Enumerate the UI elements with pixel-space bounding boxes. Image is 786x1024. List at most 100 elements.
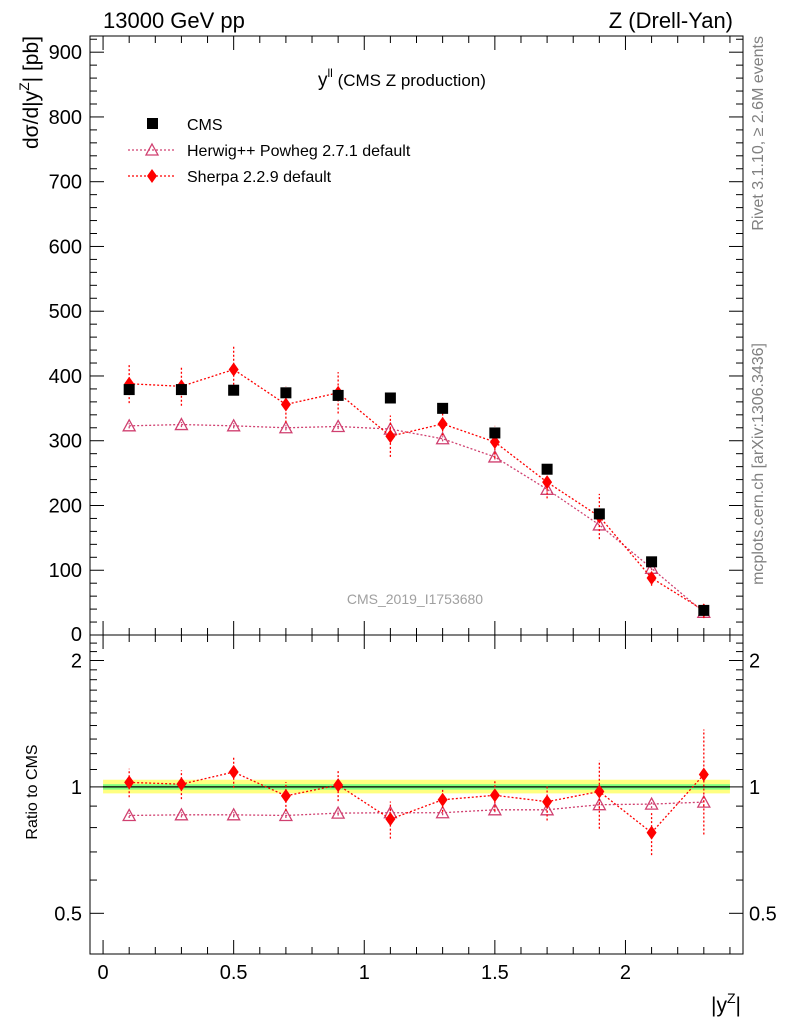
herwig-point bbox=[174, 417, 189, 431]
ratio-herwig-point bbox=[174, 807, 189, 821]
header-right: Z (Drell-Yan) bbox=[609, 8, 733, 33]
ratio-herwig-point bbox=[644, 796, 659, 810]
ratio-panel-frame bbox=[89, 634, 744, 955]
ratio-sherpa-point bbox=[542, 794, 553, 809]
sherpa-point bbox=[385, 429, 396, 444]
main-y-tick-label: 600 bbox=[49, 236, 82, 258]
ratio-sherpa-point bbox=[698, 767, 709, 782]
ratio-herwig-point bbox=[435, 805, 450, 819]
main-y-tick-label: 400 bbox=[49, 366, 82, 388]
ratio-herwig-point bbox=[226, 807, 241, 821]
ratio-y-tick-label: 1 bbox=[71, 777, 82, 799]
main-y-tick-label: 800 bbox=[49, 107, 82, 129]
title-superscript: ll bbox=[328, 66, 333, 80]
ratio-y-axis-label: Ratio to CMS bbox=[24, 744, 41, 839]
xlabel-superscript: Z bbox=[727, 990, 736, 1006]
ratio-herwig-point bbox=[696, 794, 711, 808]
ratio-sherpa-point bbox=[385, 812, 396, 827]
ratio-sherpa-point bbox=[489, 788, 500, 803]
ratio-herwig-point bbox=[592, 797, 607, 811]
ratio-sherpa-point bbox=[437, 792, 448, 807]
ratio-sherpa-point bbox=[228, 765, 239, 780]
ratio-sherpa-point bbox=[124, 775, 135, 790]
legend-herwig-label: Herwig++ Powheg 2.7.1 default bbox=[187, 143, 411, 160]
legend-sherpa-label: Sherpa 2.2.9 default bbox=[187, 169, 332, 186]
header-left: 13000 GeV pp bbox=[103, 8, 245, 33]
ratio-sherpa-line bbox=[129, 771, 705, 834]
main-axes: 100 200 300 400 500 600 700 800 900 0 bbox=[49, 36, 743, 646]
ratio-sherpa-point bbox=[280, 788, 291, 803]
xlabel-prefix: |y bbox=[711, 994, 727, 1017]
cms-point bbox=[175, 384, 187, 396]
herwig-point bbox=[331, 419, 346, 433]
title-symbol: y bbox=[318, 70, 328, 91]
main-plot-title: yll (CMS Z production) bbox=[318, 66, 486, 91]
x-tick-label: 1 bbox=[359, 962, 370, 984]
ratio-herwig-point bbox=[278, 808, 293, 822]
cms-point bbox=[593, 508, 605, 520]
cms-point bbox=[123, 384, 135, 396]
main-y-axis-label: dσ/d|yZ| [pb] bbox=[16, 36, 43, 149]
ratio-herwig-point bbox=[122, 808, 137, 822]
ratio-axes: 0 0.5 1 1.5 2 0.5 0.5 1 1 2 2 bbox=[54, 634, 777, 984]
ratio-y-tick-label-right: 1 bbox=[749, 777, 760, 799]
herwig-point bbox=[435, 431, 450, 445]
sherpa-point bbox=[437, 416, 448, 431]
cms-point bbox=[541, 463, 553, 475]
cms-point bbox=[646, 556, 658, 568]
main-y-tick-label: 200 bbox=[49, 495, 82, 517]
cms-point bbox=[228, 384, 240, 396]
x-axis-label: |yZ| bbox=[711, 990, 741, 1017]
cms-point bbox=[332, 389, 344, 401]
cms-point bbox=[280, 387, 292, 399]
sherpa-point bbox=[542, 475, 553, 490]
ratio-sherpa-point bbox=[646, 825, 657, 840]
sherpa-point bbox=[228, 362, 239, 377]
sherpa-line bbox=[129, 368, 705, 611]
herwig-point bbox=[122, 418, 137, 432]
ratio-data-marks bbox=[122, 729, 711, 856]
sherpa-point bbox=[646, 571, 657, 586]
sherpa-point bbox=[489, 435, 500, 450]
ratio-herwig-point bbox=[331, 805, 346, 819]
analysis-watermark: CMS_2019_I1753680 bbox=[347, 591, 483, 607]
ratio-herwig-line bbox=[129, 801, 704, 817]
ylabel-prefix: dσ/d|y bbox=[20, 90, 43, 149]
legend-herwig-marker bbox=[144, 142, 160, 156]
x-tick-label: 2 bbox=[620, 962, 631, 984]
main-data-marks bbox=[122, 346, 711, 619]
ratio-y-tick-label-right: 0.5 bbox=[749, 903, 777, 925]
main-y-tick-label-zero: 0 bbox=[71, 624, 82, 646]
ylabel-superscript: Z bbox=[16, 82, 32, 91]
sherpa-point bbox=[280, 397, 291, 412]
side-label-rivet: Rivet 3.1.10, ≥ 2.6M events bbox=[750, 36, 767, 231]
main-y-tick-label: 900 bbox=[49, 42, 82, 64]
main-y-tick-label: 100 bbox=[49, 560, 82, 582]
herwig-point bbox=[226, 418, 241, 432]
ratio-herwig-point bbox=[487, 802, 502, 816]
ratio-y-tick-label: 2 bbox=[71, 650, 82, 672]
ratio-y-tick-label-right: 2 bbox=[749, 650, 760, 672]
ratio-y-tick-label: 0.5 bbox=[54, 903, 82, 925]
x-tick-label: 1.5 bbox=[481, 962, 509, 984]
title-text: (CMS Z production) bbox=[333, 71, 486, 90]
ylabel-suffix: | [pb] bbox=[20, 36, 43, 82]
herwig-line bbox=[129, 423, 705, 613]
x-tick-label: 0.5 bbox=[220, 962, 248, 984]
herwig-point bbox=[487, 449, 502, 463]
cms-point bbox=[698, 604, 710, 616]
legend-cms-marker bbox=[147, 118, 158, 129]
cms-point bbox=[437, 402, 449, 414]
side-label-mcplots: mcplots.cern.ch [arXiv:1306.3436] bbox=[750, 343, 767, 585]
xlabel-suffix: | bbox=[736, 994, 741, 1017]
legend-sherpa-marker bbox=[147, 169, 157, 183]
legend: CMS Herwig++ Powheg 2.7.1 default Sherpa… bbox=[128, 117, 411, 186]
cms-point bbox=[489, 427, 501, 439]
cms-point bbox=[384, 392, 396, 404]
x-tick-label: 0 bbox=[97, 962, 108, 984]
ratio-sherpa-point bbox=[594, 784, 605, 799]
main-y-tick-label: 500 bbox=[49, 301, 82, 323]
ratio-sherpa-point bbox=[333, 778, 344, 793]
legend-cms-label: CMS bbox=[187, 117, 223, 134]
